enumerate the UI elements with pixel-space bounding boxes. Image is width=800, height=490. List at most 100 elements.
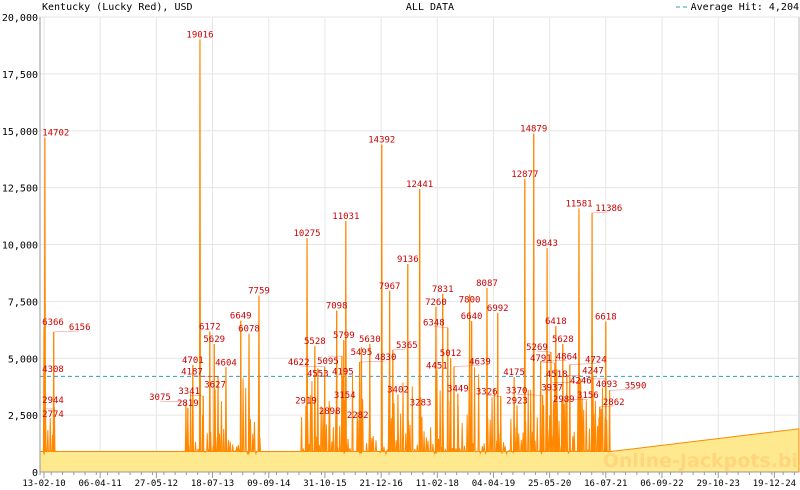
y-tick-label: 10,000 bbox=[2, 241, 38, 252]
data-label: 4724 bbox=[585, 356, 607, 366]
data-label: 12877 bbox=[511, 170, 538, 180]
data-label: 6348 bbox=[423, 319, 445, 329]
data-label: 3154 bbox=[334, 391, 356, 401]
data-label: 2774 bbox=[42, 410, 64, 420]
label-leader bbox=[486, 395, 501, 397]
data-label: 14879 bbox=[520, 125, 547, 135]
data-label: 2989 bbox=[553, 395, 575, 405]
data-label: 5012 bbox=[440, 349, 462, 359]
data-label: 4451 bbox=[426, 362, 448, 372]
y-tick-label: 20,000 bbox=[2, 13, 38, 24]
data-label: 6366 bbox=[42, 318, 64, 328]
x-tick-label: 06-09-22 bbox=[640, 479, 683, 489]
data-label: 3402 bbox=[387, 386, 409, 396]
data-label: 7967 bbox=[379, 282, 401, 292]
x-tick-label: 18-07-13 bbox=[191, 479, 234, 489]
data-label: 5799 bbox=[333, 331, 355, 341]
data-label: 7260 bbox=[425, 298, 447, 308]
data-label: 4639 bbox=[469, 357, 491, 367]
label-leader bbox=[192, 375, 219, 377]
data-label: 3449 bbox=[447, 385, 469, 395]
data-label: 4864 bbox=[556, 352, 578, 362]
data-label: 5630 bbox=[359, 335, 381, 345]
data-label: 3590 bbox=[625, 381, 647, 391]
label-leader bbox=[359, 360, 386, 363]
data-label: 6640 bbox=[461, 312, 483, 322]
data-label: 5269 bbox=[526, 343, 548, 353]
y-tick-label: 17,500 bbox=[2, 70, 38, 81]
label-leader bbox=[392, 348, 407, 351]
data-label: 4553 bbox=[307, 369, 329, 379]
x-tick-label: 27-05-12 bbox=[135, 479, 178, 489]
label-leader bbox=[189, 394, 204, 397]
data-label: 6418 bbox=[545, 317, 567, 327]
data-label: 4187 bbox=[181, 368, 203, 378]
data-label: 8087 bbox=[476, 279, 498, 289]
x-tick-label: 31-10-15 bbox=[303, 479, 346, 489]
data-label: 11031 bbox=[332, 212, 359, 222]
data-label: 2898 bbox=[319, 407, 341, 417]
data-label: 12441 bbox=[406, 180, 433, 190]
data-label: 2919 bbox=[295, 397, 317, 407]
x-tick-label: 25-05-20 bbox=[528, 479, 571, 489]
y-tick-label: 0 bbox=[32, 468, 38, 479]
y-tick-label: 2,500 bbox=[8, 411, 38, 422]
data-label: 3370 bbox=[506, 386, 528, 396]
label-leader bbox=[159, 400, 186, 403]
data-label: 5495 bbox=[351, 348, 373, 358]
data-label: 4701 bbox=[182, 356, 204, 366]
y-tick-label: 7,500 bbox=[8, 297, 38, 308]
data-label: 3283 bbox=[410, 398, 432, 408]
data-label: 2819 bbox=[177, 399, 199, 409]
x-tick-label: 11-02-18 bbox=[416, 479, 459, 489]
data-label: 11386 bbox=[595, 204, 622, 214]
x-tick-label: 04-04-19 bbox=[472, 479, 515, 489]
chart-subtitle: Kentucky (Lucky Red), USD bbox=[42, 2, 193, 13]
data-label: 4093 bbox=[596, 380, 618, 390]
data-label: 11581 bbox=[565, 200, 592, 210]
data-label: 10275 bbox=[294, 229, 321, 239]
label-leader bbox=[561, 399, 588, 401]
data-label: 3341 bbox=[178, 387, 200, 397]
data-label: 4622 bbox=[288, 358, 310, 368]
data-label: 4246 bbox=[570, 376, 592, 386]
data-label: 3326 bbox=[476, 387, 498, 397]
label-leader bbox=[609, 389, 636, 391]
data-label: 3156 bbox=[577, 391, 599, 401]
x-tick-label: 06-04-11 bbox=[78, 479, 121, 489]
label-leader bbox=[433, 326, 448, 328]
data-label: 6992 bbox=[487, 304, 509, 314]
label-leader bbox=[569, 363, 596, 365]
data-label: 4175 bbox=[503, 368, 525, 378]
data-label: 4518 bbox=[546, 370, 568, 380]
y-tick-label: 15,000 bbox=[2, 127, 38, 138]
data-label: 3937 bbox=[541, 383, 563, 393]
data-label: 4195 bbox=[332, 368, 354, 378]
data-label: 7800 bbox=[459, 296, 481, 306]
data-label: 4791 bbox=[530, 354, 552, 364]
data-label: 5629 bbox=[203, 335, 225, 345]
data-label: 7098 bbox=[326, 302, 348, 312]
watermark: Online-Jackpots.biz bbox=[603, 450, 800, 472]
data-label: 2862 bbox=[603, 398, 625, 408]
label-leader bbox=[298, 365, 325, 368]
data-label: 5365 bbox=[396, 341, 418, 351]
x-tick-label: 16-07-21 bbox=[584, 479, 627, 489]
label-leader bbox=[599, 405, 614, 408]
data-label: 5628 bbox=[552, 335, 574, 345]
data-label: 3627 bbox=[204, 380, 226, 390]
x-tick-label: 29-10-23 bbox=[697, 479, 740, 489]
data-label: 6618 bbox=[595, 312, 617, 322]
x-tick-label: 09-09-14 bbox=[247, 479, 290, 489]
data-label: 6649 bbox=[230, 312, 252, 322]
legend-average-label: Average Hit: 4,204 bbox=[691, 2, 799, 13]
data-label: 6172 bbox=[199, 323, 221, 333]
data-label: 6156 bbox=[69, 323, 91, 333]
x-tick-label: 21-12-16 bbox=[359, 479, 402, 489]
label-leader bbox=[592, 211, 609, 214]
axes: 0 2,500 5,000 7,500 10,000 12,500 15,000 17,500… bbox=[2, 13, 799, 489]
data-label: 19016 bbox=[186, 30, 213, 40]
y-tick-label: 12,500 bbox=[2, 184, 38, 195]
data-label: 9136 bbox=[397, 255, 419, 265]
